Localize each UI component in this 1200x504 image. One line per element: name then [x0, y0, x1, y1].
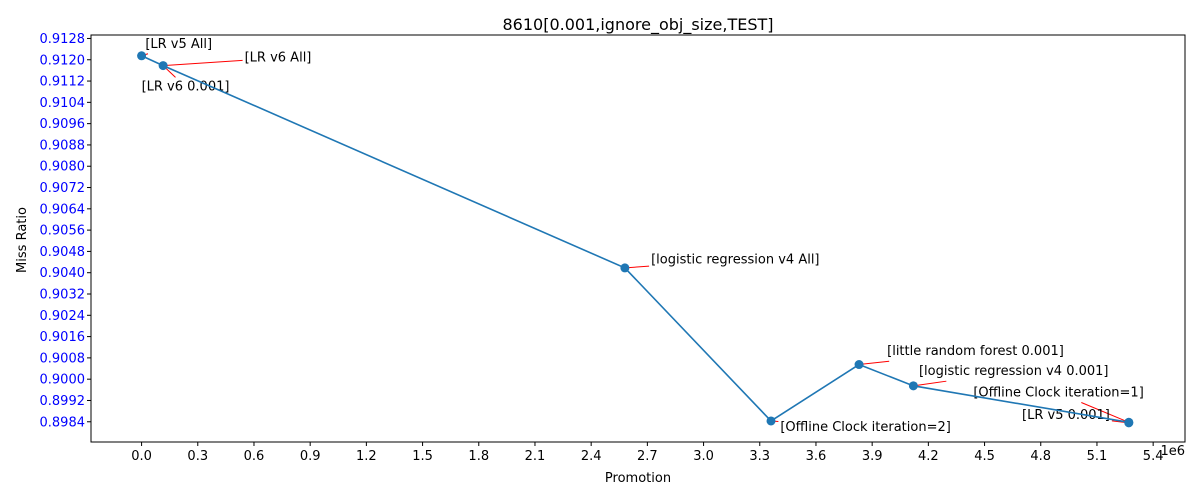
y-tick-label: 0.9104: [40, 96, 86, 111]
series-line: [141, 55, 1130, 424]
x-tick-label: 2.4: [581, 449, 602, 464]
x-tick-label: 3.0: [693, 449, 714, 464]
annotation-label: [Offline Clock iteration=2]: [780, 420, 950, 435]
x-tick-label: 4.8: [1030, 449, 1051, 464]
data-point: [137, 51, 147, 61]
y-tick-label: 0.9080: [40, 160, 86, 175]
annotation-arrow: [858, 360, 890, 366]
y-tick-label: 0.9048: [40, 245, 86, 260]
annotation-label: [Offline Clock iteration=1]: [973, 385, 1143, 400]
x-tick-label: 0.9: [300, 449, 321, 464]
y-tick-label: 0.8992: [40, 394, 86, 409]
data-point: [620, 263, 630, 273]
annotation-arrow: [913, 380, 947, 387]
y-tick-label: 0.9000: [40, 373, 86, 388]
x-tick-label: 5.4: [1143, 449, 1164, 464]
x-tick-label: 5.1: [1087, 449, 1108, 464]
annotation-label: [little random forest 0.001]: [887, 344, 1064, 359]
annotation-arrow: [163, 59, 243, 67]
x-tick-label: 2.1: [525, 449, 546, 464]
x-tick-label: 3.6: [806, 449, 827, 464]
data-point: [766, 416, 776, 426]
y-tick-label: 0.9016: [40, 330, 86, 345]
y-tick-label: 0.9008: [40, 351, 86, 366]
y-tick-label: 0.9088: [40, 138, 86, 153]
annotations: [LR v5 All] [LR v6 All] [LR v6 0.001] [logi…: [141, 37, 1144, 435]
x-tick-label: 0.6: [244, 449, 265, 464]
x-tick-label: 0.3: [187, 449, 208, 464]
annotation-arrow: [1081, 402, 1129, 423]
x-tick-label: 4.5: [974, 449, 995, 464]
y-tick-label: 0.9128: [40, 32, 86, 47]
plot-frame: [90, 34, 1186, 443]
x-tick-label: 1.2: [356, 449, 377, 464]
y-tick-label: 0.9112: [40, 75, 86, 90]
y-tick-label: 0.9064: [40, 202, 86, 217]
x-axis-label: Promotion: [605, 471, 671, 486]
data-point: [854, 360, 864, 370]
x-tick-label: 1.5: [412, 449, 433, 464]
series-layer: [137, 51, 1134, 428]
annotation-label: [LR v6 All]: [245, 51, 312, 66]
y-tick-label: 0.9056: [40, 224, 86, 239]
chart-title: 8610[0.001,ignore_obj_size,TEST]: [502, 15, 773, 35]
x-tick-label: 0.0: [131, 449, 152, 464]
y-tick-label: 0.9040: [40, 266, 86, 281]
annotation-label: [LR v6 0.001]: [142, 79, 230, 94]
data-point: [1124, 418, 1134, 428]
x-tick-label: 4.2: [918, 449, 939, 464]
axis-ticks: 0.0 0.3 0.6 0.9 1.2 1.5 1.8 2.1 2.4 2.7 3.0 3.3 3.6 3…: [40, 32, 1164, 464]
x-tick-label: 2.7: [637, 449, 658, 464]
y-axis-label: Miss Ratio: [15, 207, 30, 273]
x-tick-label: 3.3: [749, 449, 770, 464]
y-tick-label: 0.9120: [40, 53, 86, 68]
y-tick-label: 0.9032: [40, 288, 86, 303]
annotation-label: [logistic regression v4 0.001]: [919, 364, 1109, 379]
y-tick-label: 0.9024: [40, 309, 86, 324]
x-tick-label: 1.8: [468, 449, 489, 464]
x-offset-label: 1e6: [1160, 444, 1185, 459]
annotation-label: [logistic regression v4 All]: [651, 252, 819, 267]
data-point: [908, 381, 918, 391]
y-tick-label: 0.9072: [40, 181, 86, 196]
y-tick-label: 0.9096: [40, 117, 86, 132]
annotation-label: [LR v5 All]: [145, 37, 212, 52]
y-tick-label: 0.8984: [40, 415, 86, 430]
x-tick-label: 3.9: [862, 449, 883, 464]
annotation-label: [LR v5 0.001]: [1022, 408, 1110, 423]
data-point: [158, 61, 168, 71]
